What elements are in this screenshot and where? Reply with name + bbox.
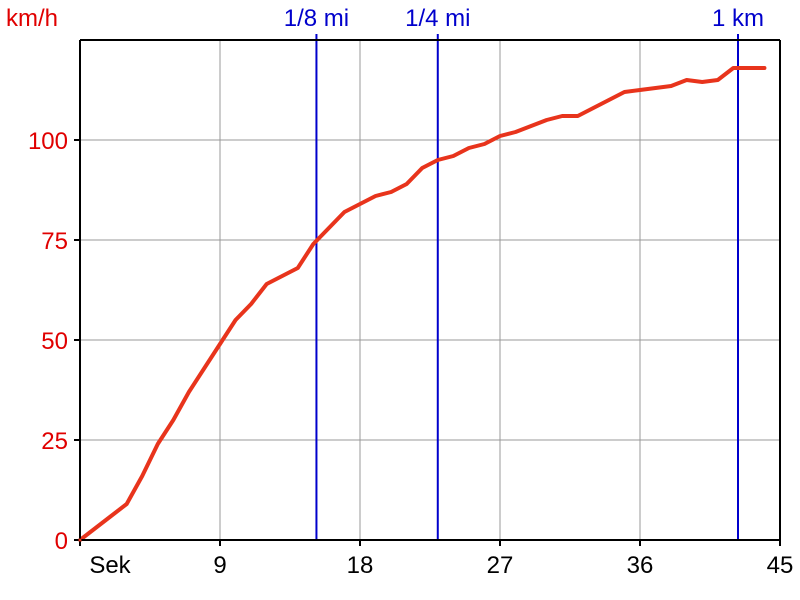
marker-label-0: 1/8 mi bbox=[284, 5, 349, 32]
data-point bbox=[296, 266, 300, 270]
data-point bbox=[342, 210, 346, 214]
y-tick-label-75: 75 bbox=[41, 228, 68, 255]
data-point bbox=[731, 66, 735, 70]
data-point bbox=[140, 474, 144, 478]
data-point bbox=[436, 158, 440, 162]
data-point bbox=[700, 80, 704, 84]
y-tick-label-25: 25 bbox=[41, 428, 68, 455]
data-point bbox=[265, 282, 269, 286]
data-point bbox=[685, 78, 689, 82]
data-point bbox=[747, 66, 751, 70]
y-tick-label-100: 100 bbox=[28, 128, 68, 155]
series-points bbox=[78, 66, 766, 542]
plot-area bbox=[80, 40, 780, 540]
data-point bbox=[638, 88, 642, 92]
data-point bbox=[327, 226, 331, 230]
data-point bbox=[358, 202, 362, 206]
data-point bbox=[654, 86, 658, 90]
data-point bbox=[405, 182, 409, 186]
data-point bbox=[669, 84, 673, 88]
data-point bbox=[514, 130, 518, 134]
data-point bbox=[467, 146, 471, 150]
x-tick-label-36: 36 bbox=[627, 552, 654, 579]
data-point bbox=[576, 114, 580, 118]
data-point bbox=[591, 106, 595, 110]
data-point bbox=[545, 118, 549, 122]
data-point bbox=[374, 194, 378, 198]
data-point bbox=[156, 442, 160, 446]
data-point bbox=[560, 114, 564, 118]
marker-label-1: 1/4 mi bbox=[405, 5, 470, 32]
data-point bbox=[607, 98, 611, 102]
x-tick-label-45: 45 bbox=[767, 552, 794, 579]
data-point bbox=[529, 124, 533, 128]
data-point bbox=[451, 154, 455, 158]
data-point bbox=[498, 134, 502, 138]
data-point bbox=[94, 526, 98, 530]
data-point bbox=[234, 318, 238, 322]
axis-labels: 9 18 27 36 45 0 25 50 75 100 km/h Sek bbox=[6, 5, 793, 579]
x-tick-label-9: 9 bbox=[213, 552, 226, 579]
data-point bbox=[202, 366, 206, 370]
data-point bbox=[187, 390, 191, 394]
data-point bbox=[109, 514, 113, 518]
data-point bbox=[78, 538, 82, 542]
axes bbox=[74, 39, 781, 546]
marker-label-2: 1 km bbox=[712, 5, 764, 32]
data-point bbox=[762, 66, 766, 70]
data-point bbox=[389, 190, 393, 194]
data-point bbox=[482, 142, 486, 146]
data-point bbox=[125, 502, 129, 506]
x-axis-title: Sek bbox=[89, 552, 131, 579]
data-point bbox=[420, 166, 424, 170]
data-point bbox=[249, 302, 253, 306]
x-tick-label-27: 27 bbox=[487, 552, 514, 579]
data-point bbox=[280, 274, 284, 278]
data-point bbox=[171, 418, 175, 422]
y-tick-label-0: 0 bbox=[55, 528, 68, 555]
y-tick-label-50: 50 bbox=[41, 328, 68, 355]
x-tick-label-18: 18 bbox=[347, 552, 374, 579]
distance-markers: 1/8 mi 1/4 mi 1 km bbox=[284, 5, 764, 540]
data-point bbox=[218, 342, 222, 346]
data-point bbox=[716, 78, 720, 82]
data-point bbox=[622, 90, 626, 94]
data-point bbox=[311, 242, 315, 246]
y-axis-title: km/h bbox=[6, 5, 58, 32]
